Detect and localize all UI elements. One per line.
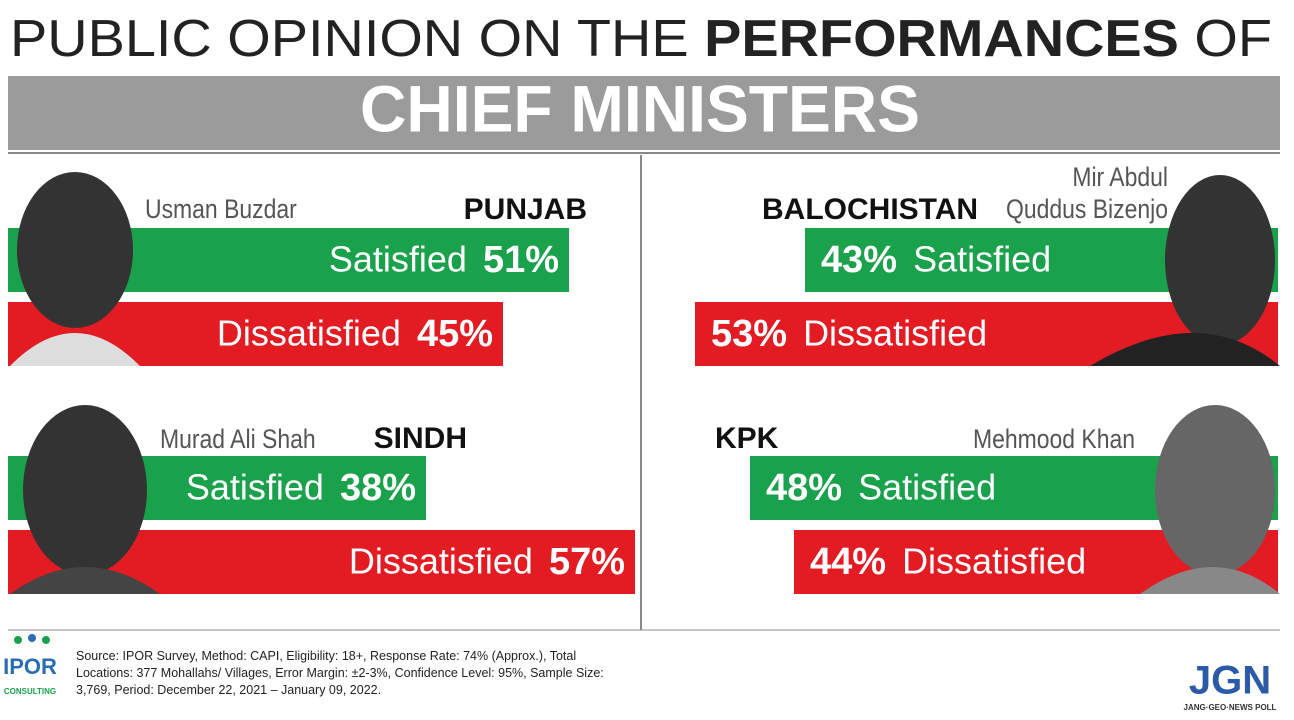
person-name: Murad Ali Shah [160, 424, 316, 454]
value-label: 38% [340, 467, 416, 509]
region-label: PUNJAB [464, 193, 587, 226]
photo [1140, 405, 1280, 594]
category-label: Satisfied [329, 239, 467, 280]
value-label: 43% [821, 239, 897, 281]
person-name: Mehmood Khan [972, 424, 1135, 454]
person-name: Mir Abdul Quddus Bizenjo [1005, 162, 1168, 224]
title-light: PUBLIC OPINION ON THE [10, 10, 689, 68]
value-label: 48% [766, 467, 842, 509]
title-end: OF [1194, 10, 1272, 68]
photo [1090, 175, 1280, 366]
title-bold: PERFORMANCES [704, 10, 1179, 68]
category-label: Dissatisfied [902, 541, 1086, 582]
logo-subtext: CONSULTING [4, 687, 56, 696]
photo [10, 172, 140, 366]
category-label: Satisfied [858, 467, 996, 508]
category-label: Satisfied [913, 239, 1051, 280]
region-label: KPK [715, 422, 779, 455]
logo-subtext: JANG·GEO·NEWS POLL [1184, 703, 1277, 712]
photo [10, 405, 160, 594]
value-label: 44% [810, 541, 886, 583]
category-label: Dissatisfied [803, 313, 987, 354]
logo-text: JGN [1189, 659, 1271, 703]
logo-left: IPOR CONSULTING [3, 634, 57, 696]
value-label: 51% [483, 239, 559, 281]
region-label: SINDH [374, 422, 467, 455]
person-name: Usman Buzdar [145, 194, 297, 224]
subtitle: CHIEF MINISTERS [360, 71, 920, 145]
value-label: 45% [417, 313, 493, 355]
title: PUBLIC OPINION ON THE PERFORMANCES OF [10, 10, 1272, 68]
category-label: Satisfied [186, 467, 324, 508]
logo-text: IPOR [3, 654, 57, 679]
value-label: 53% [711, 313, 787, 355]
logo-right: JGN JANG·GEO·NEWS POLL [1184, 659, 1277, 713]
region-label: BALOCHISTAN [762, 193, 978, 226]
category-label: Dissatisfied [217, 313, 401, 354]
source-note: Source: IPOR Survey, Method: CAPI, Eligi… [76, 649, 604, 697]
value-label: 57% [549, 541, 625, 583]
category-label: Dissatisfied [349, 541, 533, 582]
subtitle-band [8, 76, 1280, 150]
